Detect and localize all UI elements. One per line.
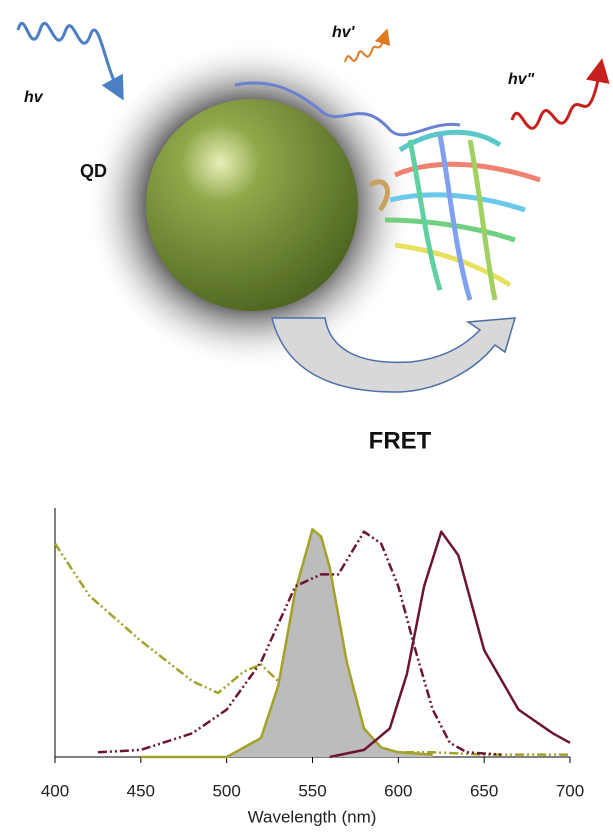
x-tick-label: 400 (41, 781, 69, 800)
qd-core (146, 99, 358, 311)
x-axis-label: Wavelength (nm) (248, 807, 377, 826)
x-tick-label: 550 (298, 781, 326, 800)
fret-arrow (272, 318, 515, 392)
qd-label: QD (80, 161, 107, 181)
x-tick-label: 500 (212, 781, 240, 800)
figure: hv hv' hv" QD FRET Wavelength (nm) 400 45… (0, 0, 613, 840)
x-tick-label: 450 (127, 781, 155, 800)
diagram: hv hv' hv" QD FRET (18, 23, 600, 454)
x-tick-label: 650 (470, 781, 498, 800)
x-tick-label: 600 (384, 781, 412, 800)
line (330, 532, 570, 757)
donor-emission-label: hv' (332, 24, 356, 41)
fret-label: FRET (369, 427, 432, 454)
acceptor-emission-label: hv" (508, 71, 535, 88)
x-tick-label: 700 (556, 781, 584, 800)
excitation-wave (18, 23, 118, 90)
excitation-label: hv (24, 89, 44, 106)
